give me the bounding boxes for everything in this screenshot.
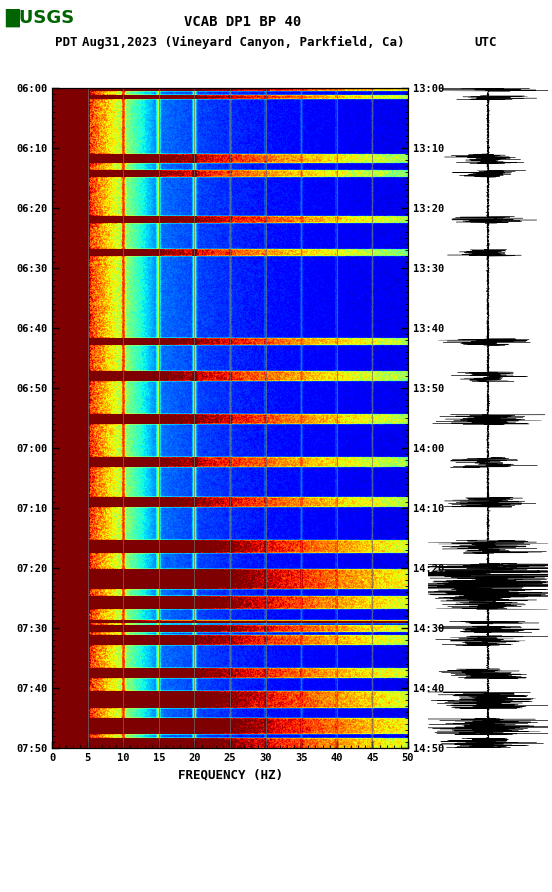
Text: █USGS: █USGS — [6, 9, 75, 27]
Text: Aug31,2023 (Vineyard Canyon, Parkfield, Ca): Aug31,2023 (Vineyard Canyon, Parkfield, … — [82, 36, 404, 48]
Text: VCAB DP1 BP 40: VCAB DP1 BP 40 — [184, 15, 301, 29]
Text: PDT: PDT — [55, 36, 78, 48]
Text: UTC: UTC — [475, 36, 497, 48]
X-axis label: FREQUENCY (HZ): FREQUENCY (HZ) — [178, 768, 283, 781]
